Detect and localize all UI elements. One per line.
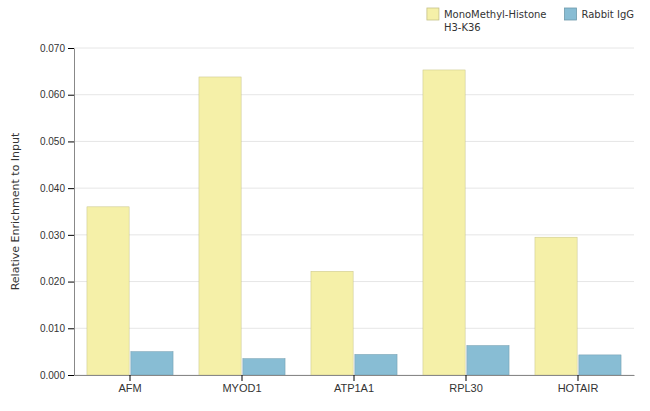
x-axis: AFM MYOD1 ATP1A1 RPL30 HOTAIR: [75, 375, 635, 394]
tick: 0.050: [40, 136, 74, 147]
bars: [87, 70, 621, 375]
bar: [131, 352, 173, 375]
grid-line: [74, 94, 634, 95]
tick-mark: [68, 375, 74, 376]
y-axis-title: Relative Enrichment to Input: [9, 132, 22, 290]
chart: AFM MYOD1 ATP1A1 RPL30 HOTAIR 0.000 0.010 0.020…: [0, 0, 650, 411]
tick: 0.030: [40, 230, 74, 241]
tick-label: 0.050: [40, 136, 65, 147]
tick: 0.060: [40, 89, 74, 100]
bar: [87, 207, 129, 375]
legend-label: Rabbit IgG: [582, 9, 634, 20]
tick-label: 0.030: [40, 230, 65, 241]
tick-mark: [466, 375, 467, 381]
tick-mark: [68, 48, 74, 49]
bar: [243, 359, 285, 375]
bar: [535, 237, 577, 375]
tick-label: 0.040: [40, 183, 65, 194]
bar: [579, 355, 621, 375]
y-axis: 0.000 0.010 0.020 0.030 0.040 0.050 0.060 0.070: [40, 43, 75, 381]
tick-label: RPL30: [449, 382, 483, 394]
tick-mark: [130, 375, 131, 381]
tick-label: 0.060: [40, 89, 65, 100]
legend-swatch: [427, 8, 439, 20]
tick-mark: [242, 375, 243, 381]
tick-label: MYOD1: [222, 382, 261, 394]
legend-swatch: [565, 8, 577, 20]
legend-item: Rabbit IgG: [565, 8, 634, 20]
bar: [199, 77, 241, 375]
tick: 0.000: [40, 370, 74, 381]
grid-line: [74, 234, 634, 235]
bar: [355, 354, 397, 375]
tick-label: 0.010: [40, 323, 65, 334]
tick: ATP1A1: [334, 375, 374, 394]
tick-mark: [68, 141, 74, 142]
tick: MYOD1: [222, 375, 261, 394]
tick-mark: [68, 235, 74, 236]
legend: MonoMethyl-HistoneH3-K36 Rabbit IgG: [427, 8, 634, 33]
legend-item: MonoMethyl-HistoneH3-K36: [427, 8, 547, 33]
grid-line: [74, 141, 634, 142]
tick-mark: [68, 328, 74, 329]
tick: 0.010: [40, 323, 74, 334]
tick: 0.020: [40, 276, 74, 287]
tick-label: HOTAIR: [558, 382, 599, 394]
tick: HOTAIR: [558, 375, 599, 394]
tick-mark: [354, 375, 355, 381]
tick-label: ATP1A1: [334, 382, 374, 394]
tick-label: 0.070: [40, 43, 65, 54]
bar-series: [87, 70, 577, 375]
grid-line: [74, 188, 634, 189]
tick-mark: [578, 375, 579, 381]
tick: 0.040: [40, 183, 74, 194]
plot: AFM MYOD1 ATP1A1 RPL30 HOTAIR 0.000 0.010 0.020…: [40, 43, 635, 394]
tick-label: 0.000: [40, 370, 65, 381]
tick: 0.070: [40, 43, 74, 54]
bar: [467, 346, 509, 375]
legend-label: MonoMethyl-HistoneH3-K36: [444, 9, 547, 33]
bar: [311, 271, 353, 375]
axis-line: [74, 49, 75, 376]
tick-label: AFM: [118, 382, 141, 394]
bar: [423, 70, 465, 375]
tick-mark: [68, 95, 74, 96]
grid: [74, 48, 634, 375]
tick-mark: [68, 282, 74, 283]
tick-mark: [68, 188, 74, 189]
tick: AFM: [118, 375, 141, 394]
tick-label: 0.020: [40, 276, 65, 287]
bar-series: [131, 346, 621, 375]
grid-line: [74, 48, 634, 49]
tick: RPL30: [449, 375, 483, 394]
